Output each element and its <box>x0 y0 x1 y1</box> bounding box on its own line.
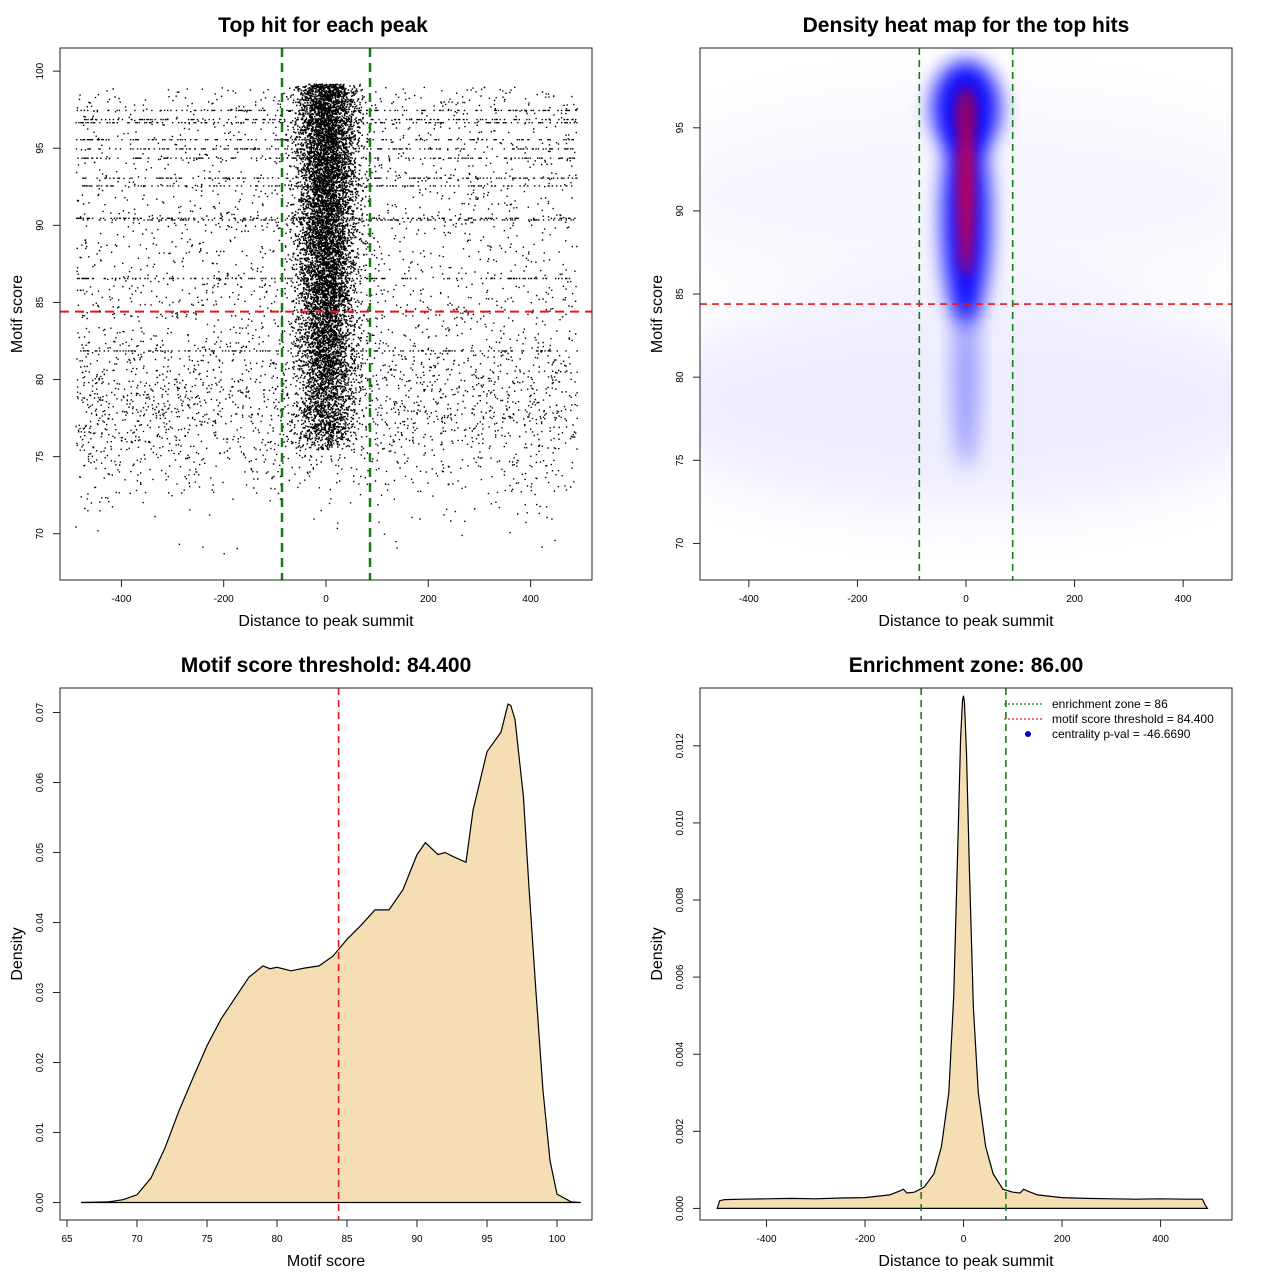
distance-density-ytick-label: 0.010 <box>675 810 686 835</box>
score-density-xtick-label: 70 <box>131 1234 143 1245</box>
heatmap-xtick-label: 0 <box>963 594 969 605</box>
heatmap-ytick-label: 85 <box>675 288 686 300</box>
distance-density-ytick-label: 0.008 <box>675 887 686 912</box>
heatmap-tail <box>953 285 979 469</box>
distance-density-ytick-label: 0.004 <box>675 1041 686 1066</box>
heatmap-peak-top <box>956 86 976 137</box>
score-density-ytick-label: 0.03 <box>35 982 46 1002</box>
distance-density-legend: enrichment zone = 86 motif score thresho… <box>1004 697 1214 741</box>
heatmap-y-axis: 70 75 80 85 90 95 <box>675 122 700 549</box>
scatter-xtick-label: -200 <box>214 594 234 605</box>
scatter-dots-core <box>257 83 389 451</box>
legend-label-threshold: motif score threshold = 84.400 <box>1052 712 1214 726</box>
distance-density-ytick-label: 0.002 <box>675 1118 686 1143</box>
scatter-xlabel: Distance to peak summit <box>238 613 414 630</box>
distance-density-xtick-label: -400 <box>756 1234 776 1245</box>
heatmap-core <box>932 60 1000 469</box>
heatmap-panel: Density heat map for the top hits -400 -2… <box>649 14 1233 630</box>
score-density-xtick-label: 100 <box>549 1234 566 1245</box>
distance-density-xtick-label: -200 <box>855 1234 875 1245</box>
score-density-ytick-label: 0.00 <box>35 1192 46 1212</box>
score-density-title: Motif score threshold: 84.400 <box>181 654 472 677</box>
score-density-xtick-label: 80 <box>271 1234 283 1245</box>
distance-density-ylabel: Density <box>649 927 666 980</box>
distance-density-ytick-label: 0.000 <box>675 1195 686 1220</box>
score-density-ytick-label: 0.02 <box>35 1052 46 1072</box>
scatter-ytick-label: 75 <box>35 451 46 463</box>
heatmap-xtick-label: -200 <box>847 594 867 605</box>
scatter-ytick-label: 90 <box>35 219 46 231</box>
scatter-x-axis: -400 -200 0 200 400 <box>111 580 539 605</box>
score-density-xtick-label: 95 <box>481 1234 493 1245</box>
scatter-ytick-label: 80 <box>35 374 46 386</box>
score-density-plot-frame <box>59 687 593 1221</box>
score-density-xtick-label: 90 <box>411 1234 423 1245</box>
heatmap-xtick-label: -400 <box>739 594 759 605</box>
score-density-area <box>80 703 581 1204</box>
distance-density-area <box>716 695 1209 1209</box>
legend-swatch-centrality <box>1025 731 1031 737</box>
score-density-panel: Motif score threshold: 84.400 65 70 75 80 85… <box>9 654 593 1270</box>
scatter-panel: Top hit for each peak -400 -200 0 200 400 70… <box>9 14 593 630</box>
legend-label-enrichment-zone: enrichment zone = 86 <box>1052 697 1168 711</box>
scatter-ytick-label: 95 <box>35 142 46 154</box>
heatmap-ylabel: Motif score <box>649 275 666 353</box>
heatmap-xlabel: Distance to peak summit <box>878 613 1054 630</box>
scatter-y-axis: 70 75 80 85 90 95 100 <box>35 62 60 539</box>
scatter-xtick-label: 0 <box>323 594 329 605</box>
scatter-xtick-label: -400 <box>111 594 131 605</box>
score-density-ytick-label: 0.07 <box>35 702 46 722</box>
distance-density-x-axis: -400 -200 0 200 400 <box>756 1220 1169 1245</box>
scatter-title: Top hit for each peak <box>218 14 428 37</box>
heatmap-x-axis: -400 -200 0 200 400 <box>739 580 1192 605</box>
scatter-xtick-label: 200 <box>420 594 437 605</box>
distance-density-xtick-label: 0 <box>961 1234 967 1245</box>
distance-density-plot-frame <box>699 687 1233 1221</box>
score-density-ytick-label: 0.06 <box>35 772 46 792</box>
score-density-ylabel: Density <box>9 927 26 980</box>
heatmap-ytick-label: 95 <box>675 122 686 134</box>
scatter-ylabel: Motif score <box>9 275 26 353</box>
heatmap-title: Density heat map for the top hits <box>803 14 1130 37</box>
distance-density-panel: Enrichment zone: 86.00 -400 -200 0 200 400 0… <box>649 654 1233 1270</box>
distance-density-xtick-label: 400 <box>1152 1234 1169 1245</box>
heatmap-peak <box>958 94 974 278</box>
score-density-x-axis: 65 70 75 80 85 90 95 100 <box>61 1220 566 1245</box>
distance-density-y-axis: 0.000 0.002 0.004 0.006 0.008 0.010 0.012 <box>675 733 700 1221</box>
scatter-xtick-label: 400 <box>522 594 539 605</box>
scatter-ytick-label: 70 <box>35 528 46 540</box>
score-density-ytick-label: 0.04 <box>35 912 46 932</box>
scatter-ytick-label: 85 <box>35 296 46 308</box>
scatter-ytick-label: 100 <box>35 62 46 79</box>
score-density-ytick-label: 0.05 <box>35 842 46 862</box>
scatter-points <box>75 83 578 555</box>
score-density-xlabel: Motif score <box>287 1253 365 1270</box>
legend-label-centrality: centrality p-val = -46.6690 <box>1052 727 1191 741</box>
scatter-dots-background <box>75 86 578 555</box>
heatmap-ytick-label: 70 <box>675 537 686 549</box>
distance-density-xlabel: Distance to peak summit <box>878 1253 1054 1270</box>
heatmap-ytick-label: 75 <box>675 454 686 466</box>
heatmap-ytick-label: 90 <box>675 205 686 217</box>
distance-density-ytick-label: 0.012 <box>675 733 686 758</box>
heatmap-xtick-label: 200 <box>1066 594 1083 605</box>
score-density-ytick-label: 0.01 <box>35 1122 46 1142</box>
score-density-xtick-label: 65 <box>61 1234 73 1245</box>
heatmap-xtick-label: 400 <box>1175 594 1192 605</box>
distance-density-title: Enrichment zone: 86.00 <box>849 654 1084 677</box>
score-density-xtick-label: 75 <box>201 1234 213 1245</box>
score-density-y-axis: 0.00 0.01 0.02 0.03 0.04 0.05 0.06 0.07 <box>35 702 60 1212</box>
heatmap-ytick-label: 80 <box>675 371 686 383</box>
distance-density-ytick-label: 0.006 <box>675 964 686 989</box>
heatmap-density <box>700 48 1232 580</box>
distance-density-xtick-label: 200 <box>1054 1234 1071 1245</box>
score-density-xtick-label: 85 <box>341 1234 353 1245</box>
